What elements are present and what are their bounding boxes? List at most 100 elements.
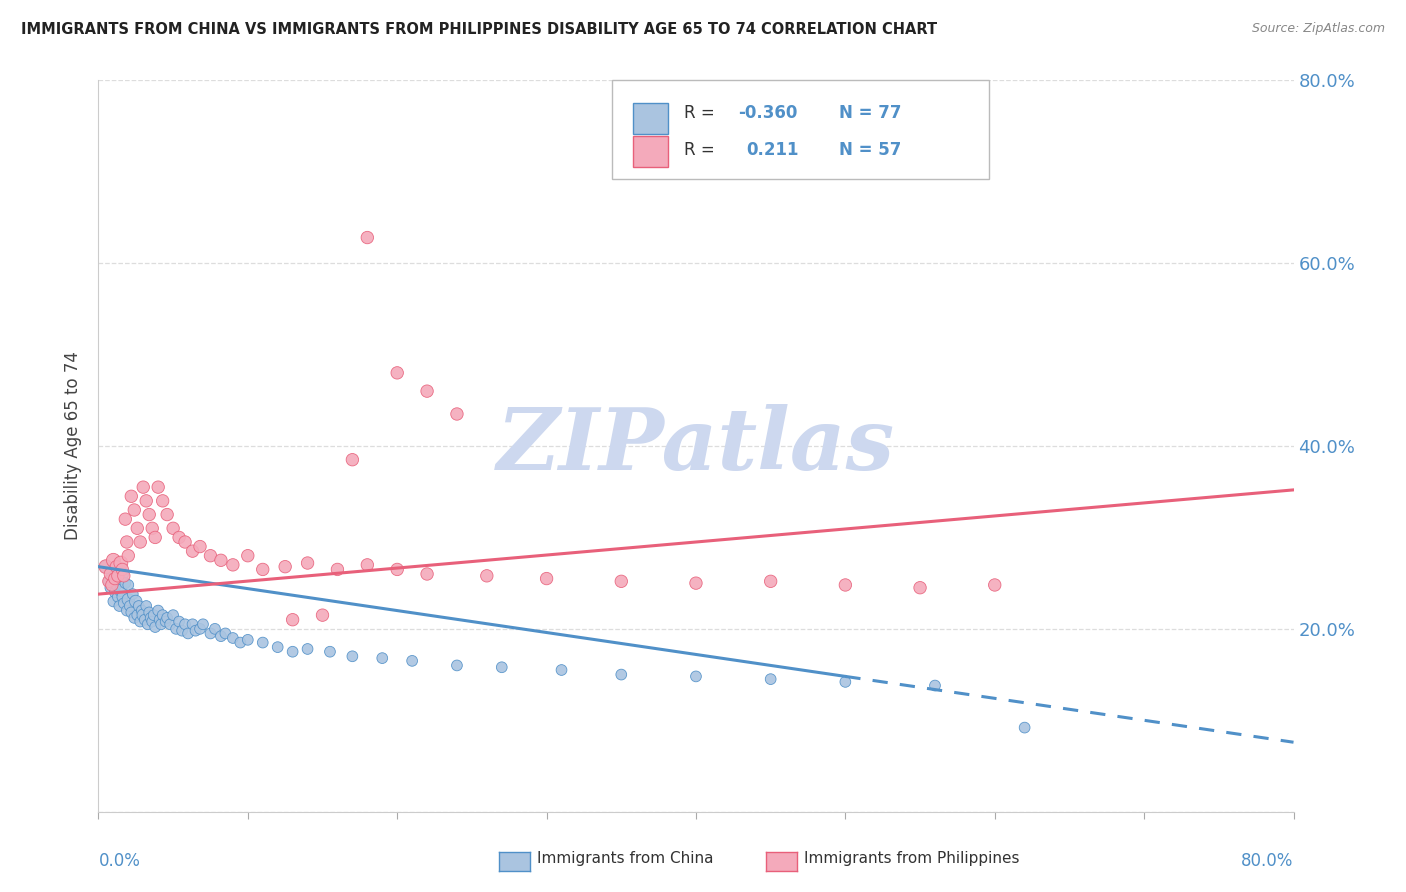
Point	[908, 581, 931, 595]
Point	[416, 567, 439, 582]
Text: 80.0%: 80.0%	[1241, 852, 1294, 870]
Text: 0.0%: 0.0%	[98, 852, 141, 870]
Point	[356, 230, 378, 244]
Point	[103, 594, 125, 608]
Point	[984, 578, 1007, 592]
Point	[759, 574, 782, 589]
Point	[141, 615, 163, 629]
Point	[252, 635, 274, 649]
Point	[550, 663, 572, 677]
Text: R =: R =	[685, 141, 720, 159]
Point	[97, 574, 120, 589]
Point	[610, 667, 633, 681]
Y-axis label: Disability Age 65 to 74: Disability Age 65 to 74	[65, 351, 83, 541]
Point	[759, 672, 782, 686]
Point	[108, 599, 131, 613]
Point	[162, 608, 184, 623]
Text: Immigrants from Philippines: Immigrants from Philippines	[804, 851, 1019, 865]
Point	[98, 567, 122, 582]
Point	[117, 549, 139, 563]
Point	[152, 608, 174, 623]
Point	[184, 624, 207, 638]
Point	[110, 556, 132, 570]
Point	[222, 558, 245, 572]
Point	[138, 508, 160, 522]
Point	[110, 567, 132, 582]
Point	[181, 544, 204, 558]
Text: Immigrants from China: Immigrants from China	[537, 851, 714, 865]
Point	[125, 594, 148, 608]
Point	[105, 559, 128, 574]
Text: Source: ZipAtlas.com: Source: ZipAtlas.com	[1251, 22, 1385, 36]
Point	[174, 617, 197, 632]
Point	[342, 452, 364, 467]
Point	[167, 615, 190, 629]
Point	[132, 480, 155, 494]
Point	[115, 535, 138, 549]
Point	[135, 599, 157, 613]
Point	[155, 615, 177, 629]
Point	[114, 512, 136, 526]
Point	[112, 569, 135, 583]
Point	[127, 608, 149, 623]
Point	[446, 658, 468, 673]
Point	[117, 578, 139, 592]
Point	[685, 669, 707, 683]
Point	[115, 603, 138, 617]
Text: -0.360: -0.360	[738, 104, 797, 122]
Point	[167, 530, 190, 544]
Point	[214, 626, 236, 640]
Point	[118, 599, 141, 613]
Point	[124, 503, 146, 517]
Point	[110, 583, 132, 598]
Point	[101, 578, 124, 592]
Point	[204, 622, 226, 636]
Point	[229, 635, 252, 649]
Point	[135, 494, 157, 508]
Point	[117, 592, 139, 607]
Point	[104, 572, 127, 586]
Point	[142, 608, 165, 623]
Point	[172, 624, 194, 638]
Point	[342, 649, 364, 664]
Point	[610, 574, 633, 589]
Point	[311, 608, 333, 623]
Text: N = 77: N = 77	[839, 104, 901, 122]
Point	[127, 521, 149, 535]
Point	[139, 611, 162, 625]
Point	[200, 549, 222, 563]
Point	[834, 578, 856, 592]
Point	[134, 613, 156, 627]
Point	[685, 576, 707, 591]
Point	[107, 569, 129, 583]
Point	[124, 611, 146, 625]
Point	[129, 615, 152, 629]
FancyBboxPatch shape	[613, 80, 988, 179]
Point	[297, 642, 319, 657]
Point	[111, 590, 134, 604]
Point	[97, 574, 120, 589]
Point	[121, 587, 143, 601]
Point	[401, 654, 423, 668]
Point	[150, 617, 173, 632]
Point	[385, 366, 409, 380]
Point	[446, 407, 468, 421]
Point	[129, 535, 152, 549]
Point	[98, 581, 122, 595]
Point	[138, 606, 160, 620]
Point	[475, 569, 498, 583]
Point	[281, 645, 304, 659]
Point	[149, 613, 172, 627]
Point	[112, 596, 135, 610]
Point	[274, 559, 297, 574]
Point	[834, 674, 856, 689]
Point	[105, 578, 128, 592]
Point	[103, 562, 125, 576]
Point	[188, 622, 211, 636]
Point	[416, 384, 439, 398]
Text: R =: R =	[685, 104, 720, 122]
Point	[148, 603, 170, 617]
Point	[1014, 721, 1036, 735]
Point	[174, 535, 197, 549]
Point	[103, 553, 125, 567]
